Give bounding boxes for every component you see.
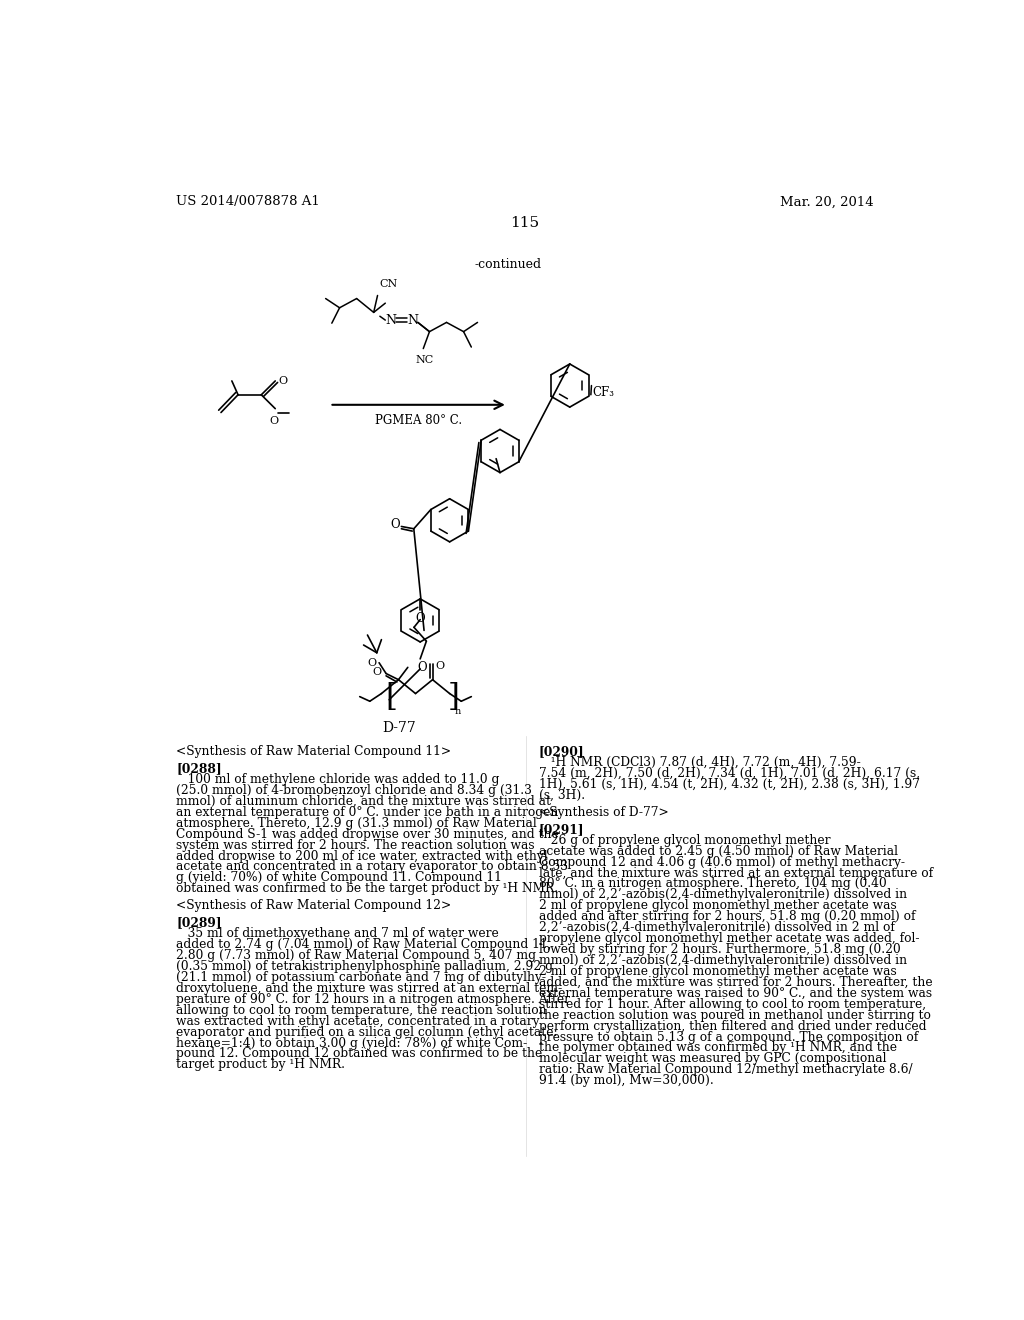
Text: (s, 3H).: (s, 3H). [539,789,585,801]
Text: perform crystallization, then filtered and dried under reduced: perform crystallization, then filtered a… [539,1019,927,1032]
Text: N: N [385,314,396,326]
Text: O: O [390,519,399,532]
Text: late, and the mixture was stirred at an external temperature of: late, and the mixture was stirred at an … [539,866,933,879]
Text: lowed by stirring for 2 hours. Furthermore, 51.8 mg (0.20: lowed by stirring for 2 hours. Furthermo… [539,942,900,956]
Text: evaporator and purified on a silica gel column (ethyl acetate:: evaporator and purified on a silica gel … [176,1026,558,1039]
Text: [0290]: [0290] [539,744,585,758]
Text: pound 12. Compound 12 obtained was confirmed to be the: pound 12. Compound 12 obtained was confi… [176,1048,543,1060]
Text: ]: ] [449,682,460,713]
Text: added dropwise to 200 ml of ice water, extracted with ethyl: added dropwise to 200 ml of ice water, e… [176,850,548,862]
Text: added and after stirring for 2 hours, 51.8 mg (0.20 mmol) of: added and after stirring for 2 hours, 51… [539,911,915,923]
Text: Compound S-1 was added dropwise over 30 minutes, and the: Compound S-1 was added dropwise over 30 … [176,828,559,841]
Text: O: O [435,661,444,671]
Text: <Synthesis of D-77>: <Synthesis of D-77> [539,805,669,818]
Text: atmosphere. Thereto, 12.9 g (31.3 mmol) of Raw Material: atmosphere. Thereto, 12.9 g (31.3 mmol) … [176,817,537,830]
Text: [0288]: [0288] [176,762,221,775]
Text: 2 ml of propylene glycol monomethyl mether acetate was: 2 ml of propylene glycol monomethyl meth… [539,965,896,978]
Text: droxytoluene, and the mixture was stirred at an external tem-: droxytoluene, and the mixture was stirre… [176,982,562,995]
Text: 115: 115 [510,216,540,230]
Text: [0289]: [0289] [176,916,221,929]
Text: [0291]: [0291] [539,822,585,836]
Text: (25.0 mmol) of 4-bromobenzoyl chloride and 8.34 g (31.3: (25.0 mmol) of 4-bromobenzoyl chloride a… [176,784,531,797]
Text: molecular weight was measured by GPC (compositional: molecular weight was measured by GPC (co… [539,1052,886,1065]
Text: target product by ¹H NMR.: target product by ¹H NMR. [176,1059,345,1072]
Text: g (yield: 70%) of white Compound 11. Compound 11: g (yield: 70%) of white Compound 11. Com… [176,871,502,884]
Text: [: [ [385,682,397,713]
Text: the polymer obtained was confirmed by ¹H NMR, and the: the polymer obtained was confirmed by ¹H… [539,1041,897,1055]
Text: stirred for 1 hour. After allowing to cool to room temperature,: stirred for 1 hour. After allowing to co… [539,998,926,1011]
Text: was extracted with ethyl acetate, concentrated in a rotary: was extracted with ethyl acetate, concen… [176,1015,540,1028]
Text: <Synthesis of Raw Material Compound 12>: <Synthesis of Raw Material Compound 12> [176,899,452,912]
Text: -continued: -continued [474,259,542,272]
Text: O: O [416,612,425,624]
Text: 100 ml of methylene chloride was added to 11.0 g: 100 ml of methylene chloride was added t… [176,774,500,785]
Text: Mar. 20, 2014: Mar. 20, 2014 [780,195,873,209]
Text: CF₃: CF₃ [593,385,614,399]
Text: pressure to obtain 5.13 g of a compound. The composition of: pressure to obtain 5.13 g of a compound.… [539,1031,918,1044]
Text: Compound 12 and 4.06 g (40.6 mmol) of methyl methacry-: Compound 12 and 4.06 g (40.6 mmol) of me… [539,855,905,869]
Text: (21.1 mmol) of potassium carbonate and 7 mg of dibutylhy-: (21.1 mmol) of potassium carbonate and 7… [176,972,546,983]
Text: 26 g of propylene glycol monomethyl mether: 26 g of propylene glycol monomethyl meth… [539,834,830,846]
Text: n: n [455,706,461,715]
Text: 2 ml of propylene glycol monomethyl mether acetate was: 2 ml of propylene glycol monomethyl meth… [539,899,896,912]
Text: 91.4 (by mol), Mw=30,000).: 91.4 (by mol), Mw=30,000). [539,1074,714,1088]
Text: hexane=1:4) to obtain 3.00 g (yield: 78%) of white Com-: hexane=1:4) to obtain 3.00 g (yield: 78%… [176,1036,527,1049]
Text: O: O [368,659,377,668]
Text: US 2014/0078878 A1: US 2014/0078878 A1 [176,195,319,209]
Text: ratio: Raw Material Compound 12/methyl methacrylate 8.6/: ratio: Raw Material Compound 12/methyl m… [539,1064,912,1076]
Text: O: O [269,416,279,426]
Text: 1H), 5.61 (s, 1H), 4.54 (t, 2H), 4.32 (t, 2H), 2.38 (s, 3H), 1.97: 1H), 5.61 (s, 1H), 4.54 (t, 2H), 4.32 (t… [539,777,920,791]
Text: an external temperature of 0° C. under ice bath in a nitrogen: an external temperature of 0° C. under i… [176,805,558,818]
Text: 35 ml of dimethoxyethane and 7 ml of water were: 35 ml of dimethoxyethane and 7 ml of wat… [176,927,499,940]
Text: 2.80 g (7.73 mmol) of Raw Material Compound 5, 407 mg: 2.80 g (7.73 mmol) of Raw Material Compo… [176,949,536,962]
Text: PGMEA 80° C.: PGMEA 80° C. [375,414,462,428]
Text: external temperature was raised to 90° C., and the system was: external temperature was raised to 90° C… [539,987,932,999]
Text: ¹H NMR (CDCl3) 7.87 (d, 4H), 7.72 (m, 4H), 7.59-: ¹H NMR (CDCl3) 7.87 (d, 4H), 7.72 (m, 4H… [539,756,860,770]
Text: O: O [373,667,381,677]
Text: propylene glycol monomethyl mether acetate was added, fol-: propylene glycol monomethyl mether aceta… [539,932,920,945]
Text: acetate was added to 2.45 g (4.50 mmol) of Raw Material: acetate was added to 2.45 g (4.50 mmol) … [539,845,898,858]
Text: O: O [417,661,427,675]
Text: acetate and concentrated in a rotary evaporator to obtain 8.53: acetate and concentrated in a rotary eva… [176,861,568,874]
Text: <Synthesis of Raw Material Compound 11>: <Synthesis of Raw Material Compound 11> [176,744,452,758]
Text: mmol) of aluminum chloride, and the mixture was stirred at: mmol) of aluminum chloride, and the mixt… [176,795,551,808]
Text: 2,2’-azobis(2,4-dimethylvaleronitrile) dissolved in 2 ml of: 2,2’-azobis(2,4-dimethylvaleronitrile) d… [539,921,895,935]
Text: system was stirred for 2 hours. The reaction solution was: system was stirred for 2 hours. The reac… [176,838,535,851]
Text: allowing to cool to room temperature, the reaction solution: allowing to cool to room temperature, th… [176,1003,547,1016]
Text: added, and the mixture was stirred for 2 hours. Thereafter, the: added, and the mixture was stirred for 2… [539,975,933,989]
Text: 80° C. in a nitrogen atmosphere. Thereto, 104 mg (0.40: 80° C. in a nitrogen atmosphere. Thereto… [539,878,887,891]
Text: added to 2.74 g (7.04 mmol) of Raw Material Compound 11,: added to 2.74 g (7.04 mmol) of Raw Mater… [176,939,552,952]
Text: obtained was confirmed to be the target product by ¹H NMR.: obtained was confirmed to be the target … [176,882,558,895]
Text: (0.35 mmol) of tetrakistriphenylphosphine palladium, 2.92 g: (0.35 mmol) of tetrakistriphenylphosphin… [176,960,553,973]
Text: mmol) of 2,2’-azobis(2,4-dimethylvaleronitrile) dissolved in: mmol) of 2,2’-azobis(2,4-dimethylvaleron… [539,888,907,902]
Text: 7.54 (m, 2H), 7.50 (d, 2H), 7.34 (d, 1H), 7.01 (d, 2H), 6.17 (s,: 7.54 (m, 2H), 7.50 (d, 2H), 7.34 (d, 1H)… [539,767,920,780]
Text: CN: CN [380,280,398,289]
Text: NC: NC [416,355,434,364]
Text: perature of 90° C. for 12 hours in a nitrogen atmosphere. After: perature of 90° C. for 12 hours in a nit… [176,993,570,1006]
Text: O: O [279,376,288,385]
Text: the reaction solution was poured in methanol under stirring to: the reaction solution was poured in meth… [539,1008,931,1022]
Text: D-77: D-77 [382,721,416,734]
Text: N: N [407,314,418,326]
Text: mmol) of 2,2’-azobis(2,4-dimethylvaleronitrile) dissolved in: mmol) of 2,2’-azobis(2,4-dimethylvaleron… [539,954,907,968]
